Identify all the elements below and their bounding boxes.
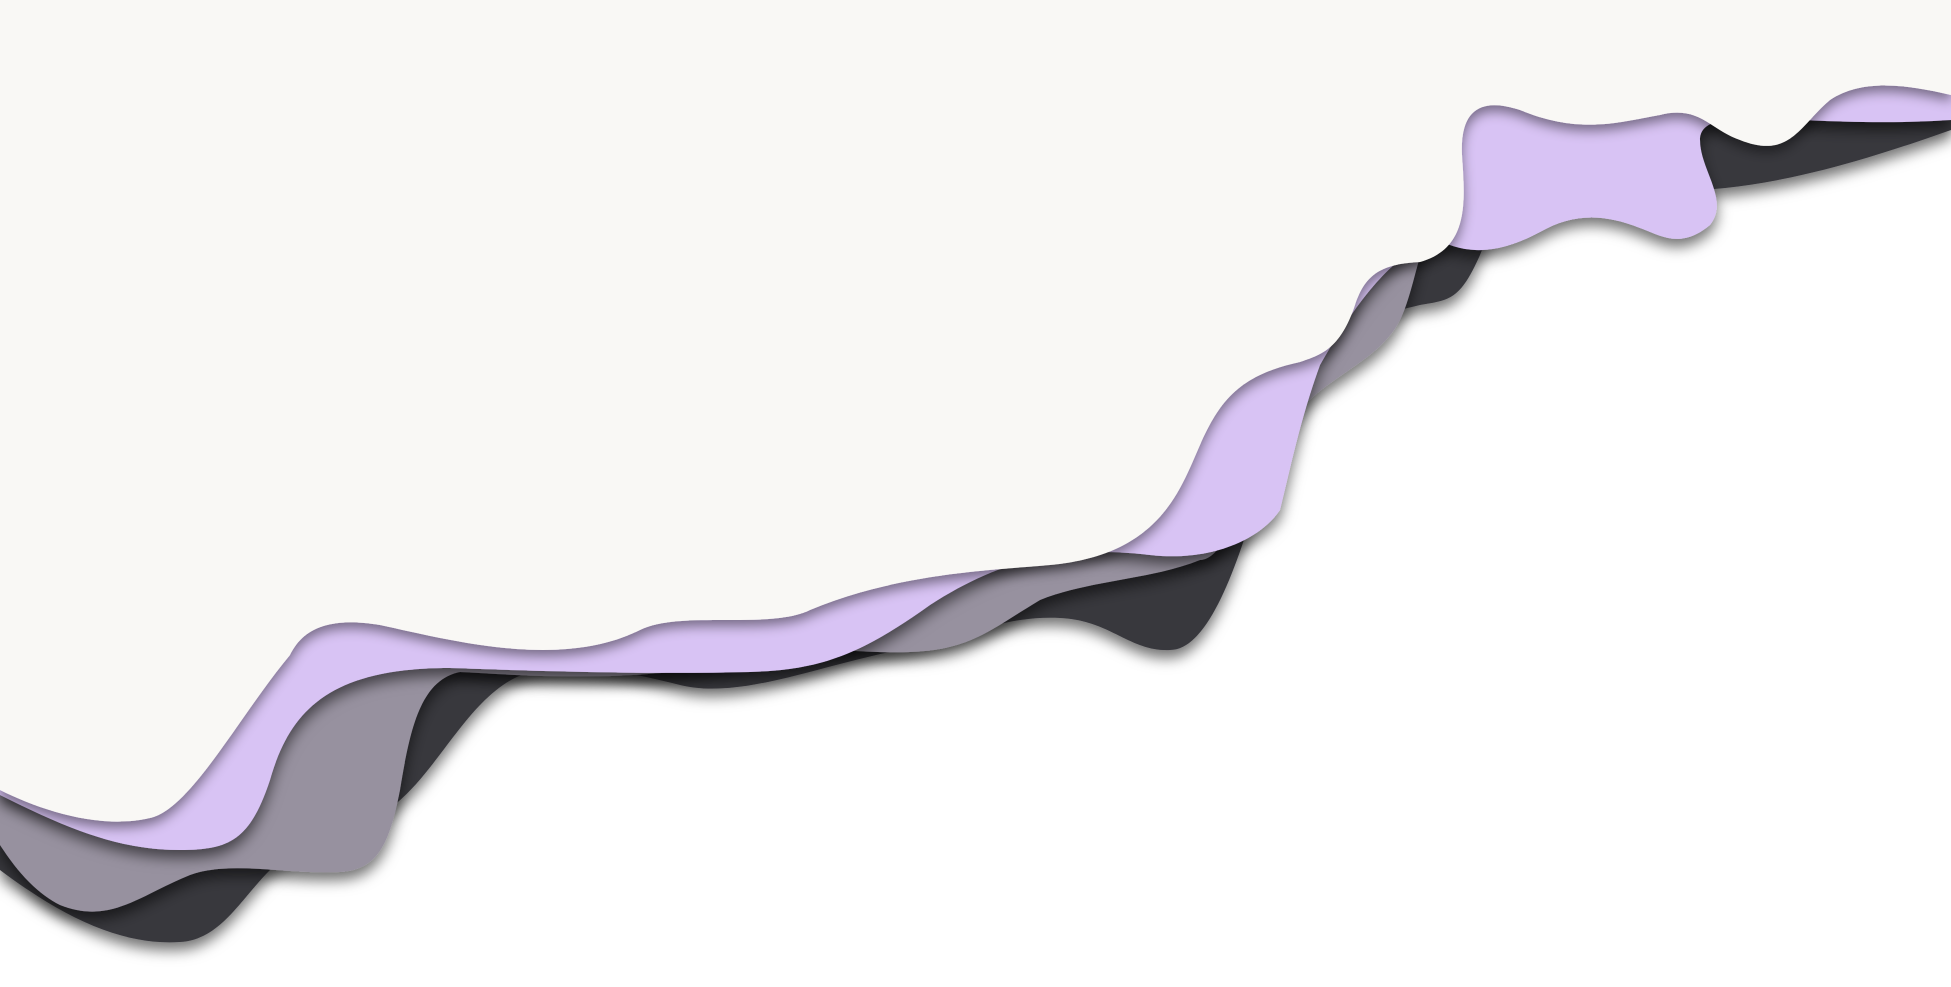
cream-paper-layer [0,0,1951,822]
